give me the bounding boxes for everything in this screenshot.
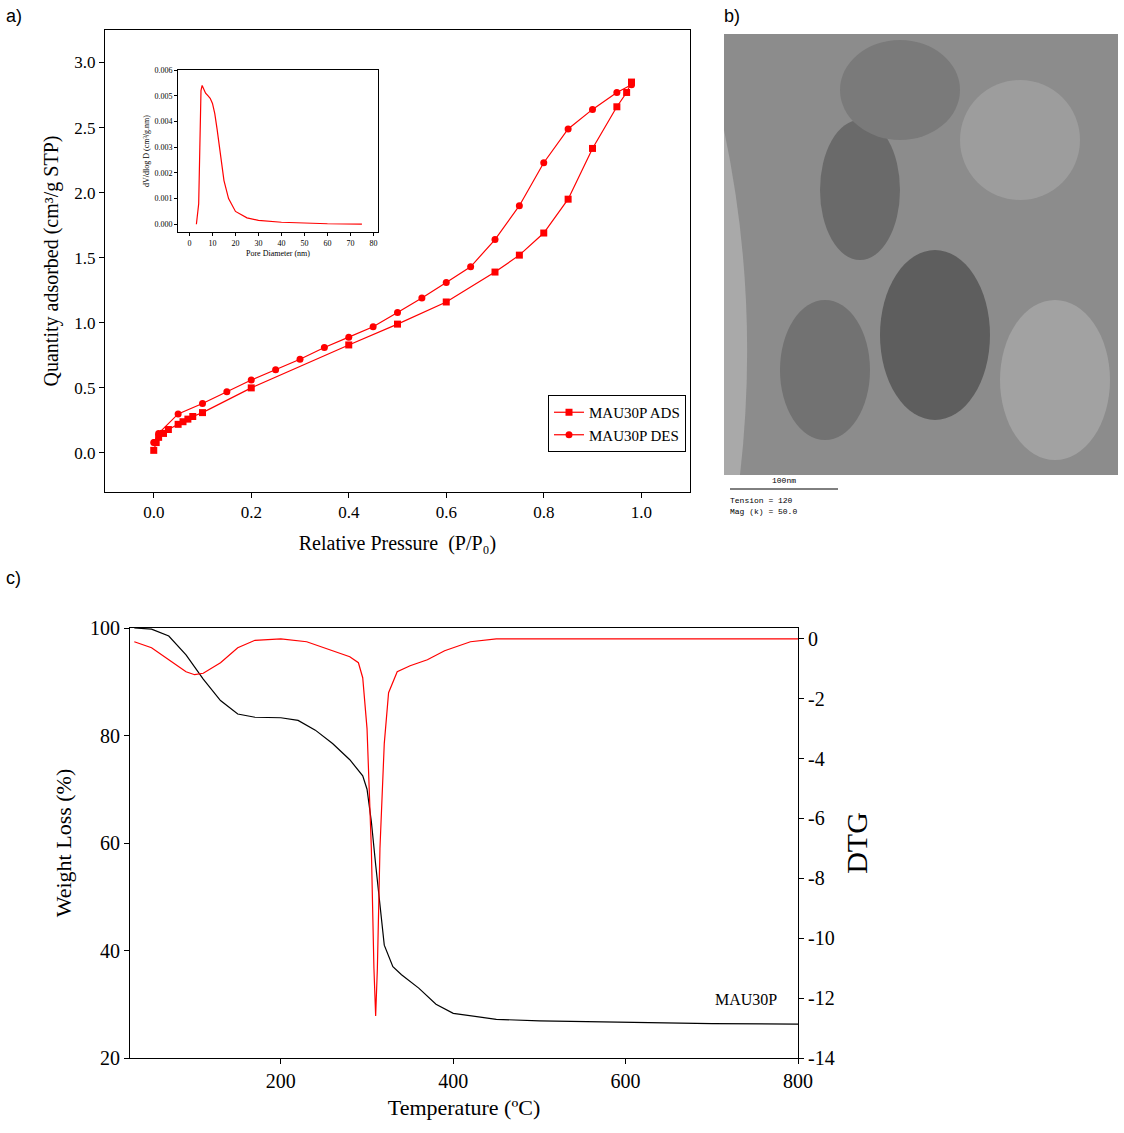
- svg-text:3.0: 3.0: [74, 53, 95, 72]
- svg-text:MAU30P ADS: MAU30P ADS: [589, 405, 680, 421]
- svg-text:MAU30P: MAU30P: [715, 991, 777, 1008]
- svg-text:0.4: 0.4: [338, 503, 360, 522]
- svg-text:20: 20: [231, 239, 239, 248]
- svg-text:0.2: 0.2: [241, 503, 262, 522]
- svg-text:600: 600: [611, 1070, 641, 1092]
- svg-text:b): b): [724, 6, 740, 26]
- svg-text:Mag (k) = 50.0: Mag (k) = 50.0: [730, 507, 797, 516]
- svg-text:1.5: 1.5: [74, 249, 95, 268]
- svg-text:MAU30P DES: MAU30P DES: [589, 428, 679, 444]
- svg-text:0.000: 0.000: [154, 220, 172, 229]
- svg-text:Weight Loss (%): Weight Loss (%): [51, 769, 76, 918]
- svg-text:800: 800: [783, 1070, 813, 1092]
- svg-text:40: 40: [100, 940, 120, 962]
- svg-text:30: 30: [254, 239, 262, 248]
- svg-text:20: 20: [100, 1047, 120, 1069]
- svg-text:100: 100: [90, 617, 120, 639]
- svg-text:0.005: 0.005: [154, 92, 172, 101]
- svg-text:c): c): [6, 568, 21, 588]
- svg-text:0: 0: [187, 239, 191, 248]
- svg-text:0.5: 0.5: [74, 379, 95, 398]
- svg-text:-6: -6: [808, 807, 825, 829]
- svg-text:0.001: 0.001: [154, 194, 172, 203]
- svg-text:60: 60: [323, 239, 331, 248]
- svg-text:Pore Diameter (nm): Pore Diameter (nm): [246, 249, 310, 258]
- svg-text:0.0: 0.0: [74, 444, 95, 463]
- svg-text:Relative Pressure (P/P₀): Relative Pressure (P/P₀): [299, 532, 497, 555]
- svg-text:400: 400: [438, 1070, 468, 1092]
- svg-text:1.0: 1.0: [631, 503, 652, 522]
- svg-text:DTG: DTG: [840, 812, 873, 874]
- svg-text:-8: -8: [808, 867, 825, 889]
- svg-text:0.002: 0.002: [154, 169, 172, 178]
- svg-text:2.5: 2.5: [74, 119, 95, 138]
- svg-text:-10: -10: [808, 927, 835, 949]
- svg-text:dV/dlog D (cm³/g.nm): dV/dlog D (cm³/g.nm): [142, 115, 151, 187]
- svg-text:2.0: 2.0: [74, 184, 95, 203]
- svg-text:a): a): [6, 6, 22, 26]
- svg-text:0.006: 0.006: [154, 66, 172, 75]
- svg-text:Temperature (ºC): Temperature (ºC): [388, 1095, 541, 1120]
- svg-text:-12: -12: [808, 987, 835, 1009]
- svg-text:0: 0: [808, 628, 818, 650]
- svg-text:0.004: 0.004: [154, 117, 172, 126]
- svg-text:60: 60: [100, 832, 120, 854]
- svg-text:100nm: 100nm: [772, 476, 796, 485]
- svg-text:0.8: 0.8: [533, 503, 554, 522]
- svg-text:10: 10: [208, 239, 216, 248]
- svg-text:0.0: 0.0: [143, 503, 164, 522]
- svg-text:0.6: 0.6: [436, 503, 457, 522]
- svg-text:200: 200: [266, 1070, 296, 1092]
- svg-text:0.003: 0.003: [154, 143, 172, 152]
- svg-text:Quantity adsorbed (cm³/g STP): Quantity adsorbed (cm³/g STP): [40, 136, 63, 387]
- svg-text:40: 40: [277, 239, 285, 248]
- svg-text:-14: -14: [808, 1047, 835, 1069]
- svg-text:70: 70: [346, 239, 354, 248]
- svg-text:-2: -2: [808, 688, 825, 710]
- svg-text:50: 50: [300, 239, 308, 248]
- svg-text:Tension = 120: Tension = 120: [730, 496, 793, 505]
- svg-text:80: 80: [100, 725, 120, 747]
- svg-text:1.0: 1.0: [74, 314, 95, 333]
- svg-text:80: 80: [369, 239, 377, 248]
- svg-text:-4: -4: [808, 748, 825, 770]
